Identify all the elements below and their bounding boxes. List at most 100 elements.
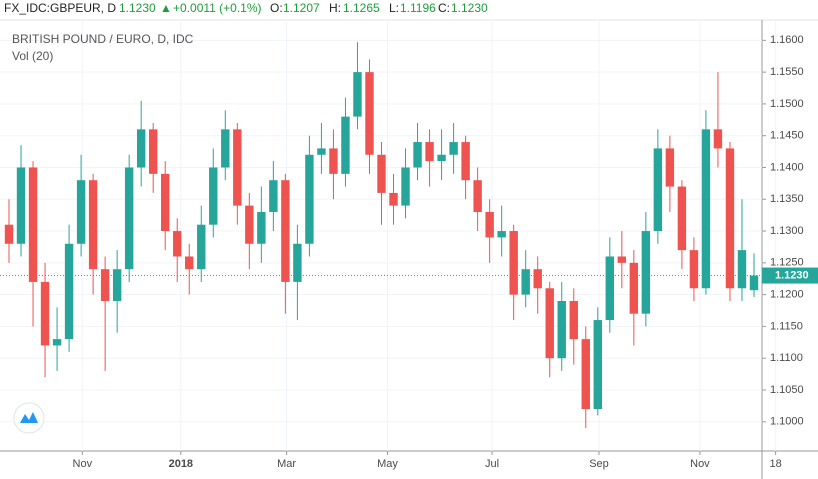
- y-tick-label: 1.1100: [770, 352, 803, 364]
- candle-body: [617, 256, 627, 263]
- candle-body: [305, 154, 314, 244]
- candle-body: [689, 250, 699, 289]
- candle-body: [185, 256, 194, 270]
- candle-body: [173, 231, 182, 257]
- candle-body: [52, 339, 62, 346]
- y-tick-label: 1.1050: [770, 384, 804, 396]
- y-tick-label: 1.1400: [770, 161, 804, 173]
- y-tick-label: 1.1600: [770, 34, 804, 46]
- last-price-label: 1.1230: [775, 269, 809, 281]
- candle-body: [497, 231, 506, 238]
- c-label: C:: [438, 1, 450, 15]
- candle-body: [245, 205, 254, 244]
- x-tick-label: Nov: [690, 458, 710, 470]
- c-value: 1.1230: [451, 1, 488, 15]
- x-tick-label: May: [377, 458, 398, 470]
- x-tick-label: 18: [769, 458, 781, 470]
- y-tick-label: 1.1200: [770, 289, 804, 301]
- candle-body: [88, 180, 98, 270]
- o-label: O:: [270, 1, 283, 15]
- logo: [13, 402, 45, 434]
- l-label: L:: [389, 1, 399, 15]
- symbol: FX_IDC:GBPEUR, D: [4, 1, 116, 15]
- candle-body: [16, 167, 26, 244]
- candle-body: [521, 269, 530, 295]
- candle-body: [545, 288, 554, 359]
- candle-body: [76, 180, 86, 244]
- candle-body: [641, 231, 651, 314]
- candle-body: [365, 72, 374, 155]
- candle-body: [605, 256, 615, 321]
- candle-body: [593, 320, 602, 410]
- y-tick-label: 1.1500: [770, 98, 804, 110]
- h-label: H:: [329, 1, 341, 15]
- change: +0.0011 (+0.1%): [173, 1, 262, 15]
- candle-body: [389, 192, 398, 206]
- y-tick-label: 1.1300: [770, 225, 804, 237]
- candle-body: [112, 269, 122, 301]
- candle-body: [281, 180, 290, 282]
- last: 1.1230: [119, 1, 156, 15]
- candle-body: [473, 180, 482, 212]
- candle-body: [293, 243, 302, 282]
- candle-body: [413, 142, 422, 168]
- candle-body: [485, 211, 494, 238]
- last-price-tag: [762, 267, 818, 284]
- candle-body: [725, 148, 735, 289]
- l-value: 1.1196: [400, 1, 436, 15]
- x-tick-label: Nov: [73, 458, 93, 470]
- volume-label: Vol (20): [12, 49, 53, 63]
- candle-body: [161, 173, 170, 232]
- candle-body: [197, 224, 206, 270]
- candle-body: [64, 243, 74, 340]
- chart-title: BRITISH POUND / EURO, D, IDC: [12, 32, 194, 46]
- candle-body: [749, 275, 759, 291]
- arrow: ▲: [160, 1, 172, 15]
- candle-body: [557, 300, 566, 359]
- candle-body: [100, 269, 110, 301]
- candle-body: [509, 231, 518, 295]
- candle-body: [40, 281, 50, 346]
- candle-body: [136, 129, 146, 168]
- candle-body: [533, 269, 542, 289]
- candle-body: [461, 142, 470, 181]
- candle-body: [581, 339, 590, 410]
- candle-body: [653, 148, 663, 232]
- candle-body: [4, 224, 14, 244]
- y-tick-label: 1.1150: [770, 320, 803, 332]
- candle-body: [269, 180, 278, 212]
- x-tick-label: Jul: [485, 458, 499, 470]
- candle-body: [701, 129, 711, 289]
- candle-body: [569, 300, 578, 340]
- y-tick-label: 1.1450: [770, 130, 804, 142]
- candle-body: [221, 129, 230, 168]
- candle-body: [209, 167, 218, 225]
- h-value: 1.1265: [343, 1, 380, 15]
- candle-body: [737, 250, 747, 289]
- x-tick-label: 2018: [169, 458, 193, 470]
- y-tick-label: 1.1550: [770, 66, 804, 78]
- candle-body: [353, 72, 362, 117]
- candle-body: [665, 148, 675, 187]
- candle-body: [629, 262, 639, 314]
- candle-body: [148, 129, 158, 174]
- candle-body: [437, 154, 446, 162]
- candle-body: [124, 167, 134, 270]
- candle-body: [401, 167, 410, 206]
- candle-body: [713, 129, 723, 149]
- candle-body: [329, 148, 338, 174]
- o-value: 1.1207: [283, 1, 320, 15]
- candle-body: [28, 167, 38, 282]
- y-tick-label: 1.1000: [770, 416, 804, 428]
- candle-body: [317, 148, 326, 155]
- candle-body: [377, 154, 386, 193]
- candle-body: [257, 211, 266, 244]
- candle-body: [425, 142, 434, 162]
- x-tick-label: Sep: [589, 458, 609, 470]
- candle-body: [677, 186, 687, 251]
- x-tick-label: Mar: [277, 458, 296, 470]
- candle-body: [341, 116, 350, 174]
- candle-body: [233, 129, 242, 206]
- y-tick-label: 1.1350: [770, 193, 804, 205]
